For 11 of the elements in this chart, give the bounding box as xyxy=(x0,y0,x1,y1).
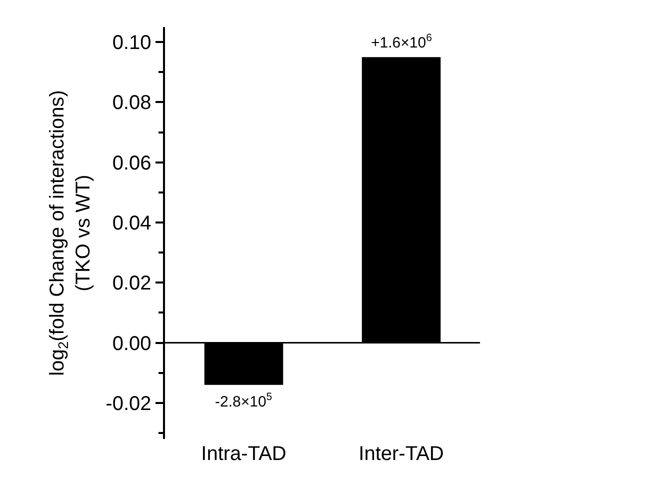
annotation: +1.6×10$^{6}$ xyxy=(371,32,432,52)
y-tick-label: 0.00 xyxy=(112,332,152,355)
y-tick-label: 0.08 xyxy=(112,92,152,114)
x-tick-label: Intra-TAD xyxy=(201,443,286,465)
y-tick-label: -0.02 xyxy=(106,392,152,415)
y-tick-label: 0.10 xyxy=(112,32,152,54)
x-tick-label: Inter-TAD xyxy=(358,443,444,465)
annotation: -2.8×10$^{5}$ xyxy=(215,391,272,410)
y-tick-label: 0.04 xyxy=(112,212,152,234)
y-tick-label: 0.06 xyxy=(112,152,152,174)
y-tick-label: 0.02 xyxy=(112,272,152,295)
